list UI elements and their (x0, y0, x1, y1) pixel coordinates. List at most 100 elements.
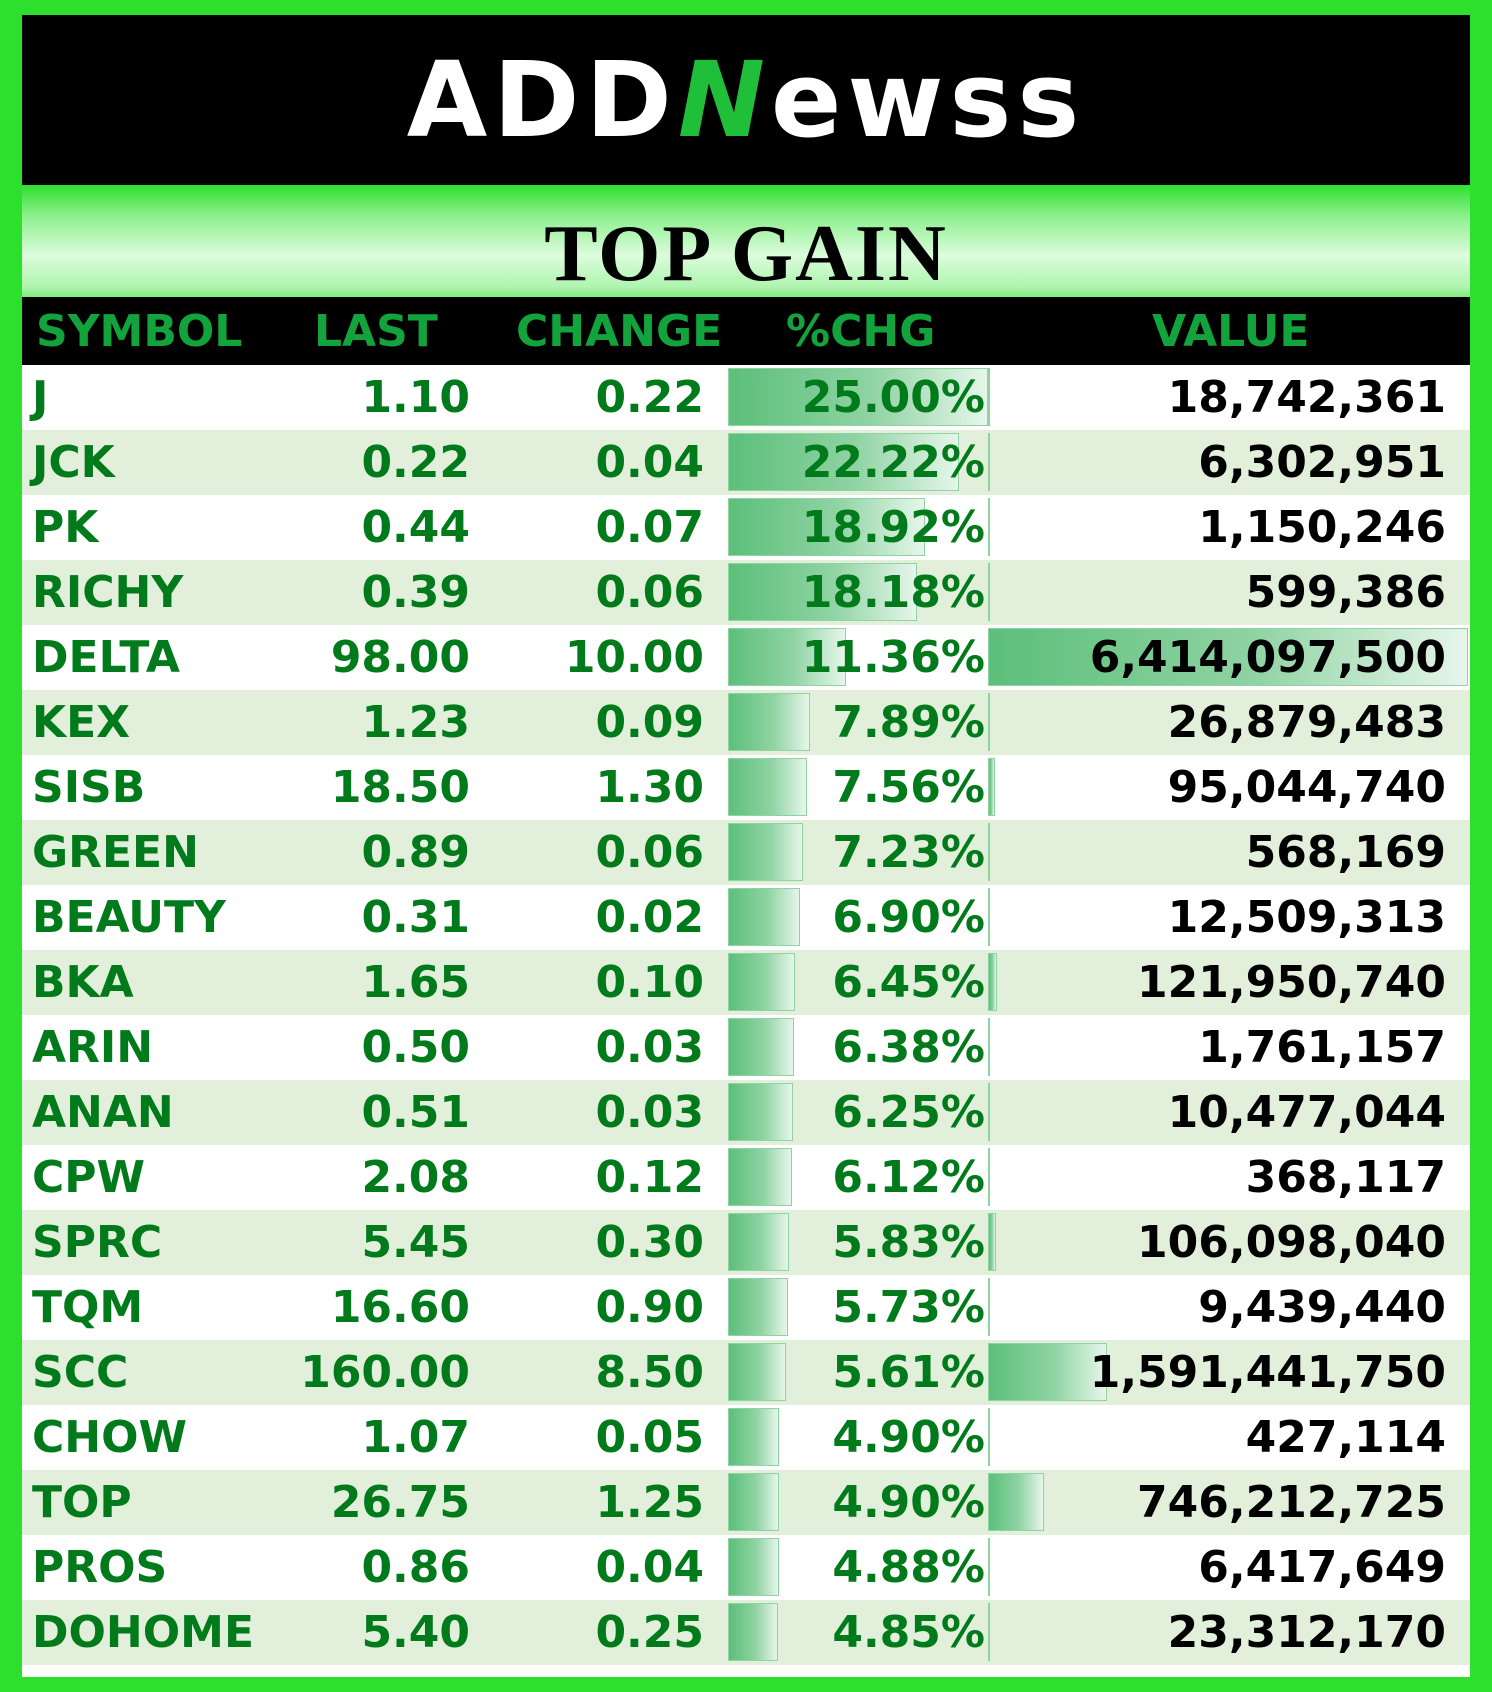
value-databar (988, 498, 990, 556)
pct-change-cell: 6.38% (832, 1022, 985, 1073)
column-header-symbol: SYMBOL (36, 306, 243, 357)
last-price-cell: 1.23 (361, 697, 470, 748)
pct-change-cell: 7.89% (832, 697, 985, 748)
change-cell: 10.00 (564, 632, 704, 683)
value-cell: 95,044,740 (1167, 762, 1446, 813)
pct-change-databar (728, 953, 796, 1011)
logo-bar: ADD N ewss (22, 15, 1470, 185)
pct-change-databar (728, 693, 811, 751)
last-price-cell: 18.50 (330, 762, 470, 813)
last-price-cell: 98.00 (330, 632, 470, 683)
pct-change-databar (728, 1148, 792, 1206)
last-price-cell: 0.50 (361, 1022, 470, 1073)
value-cell: 599,386 (1245, 567, 1446, 618)
table-row: TOP 26.75 1.25 4.90% 746,212,725 (22, 1470, 1470, 1535)
pct-change-cell: 18.92% (801, 502, 985, 553)
pct-change-cell: 4.90% (832, 1412, 985, 1463)
symbol-cell: CHOW (32, 1412, 188, 1463)
table-row: GREEN 0.89 0.06 7.23% 568,169 (22, 820, 1470, 885)
value-databar (988, 693, 990, 751)
pct-change-cell: 18.18% (801, 567, 985, 618)
change-cell: 0.04 (595, 437, 704, 488)
change-cell: 1.25 (595, 1477, 704, 1528)
pct-change-cell: 7.23% (832, 827, 985, 878)
change-cell: 0.12 (595, 1152, 704, 1203)
last-price-cell: 1.65 (361, 957, 470, 1008)
table-row: JCK 0.22 0.04 22.22% 6,302,951 (22, 430, 1470, 495)
pct-change-databar (728, 1473, 779, 1531)
value-databar (988, 953, 998, 1011)
table-row: DELTA 98.00 10.00 11.36% 6,414,097,500 (22, 625, 1470, 690)
symbol-cell: TQM (32, 1282, 144, 1333)
last-price-cell: 0.39 (361, 567, 470, 618)
table-body: J 1.10 0.22 25.00% 18,742,361 JCK 0.22 0.04 22.2… (22, 365, 1470, 1665)
pct-change-cell: 4.88% (832, 1542, 985, 1593)
change-cell: 0.05 (595, 1412, 704, 1463)
value-cell: 12,509,313 (1167, 892, 1446, 943)
value-cell: 427,114 (1245, 1412, 1446, 1463)
symbol-cell: DOHOME (32, 1607, 254, 1658)
pct-change-databar (728, 1278, 788, 1336)
last-price-cell: 0.44 (361, 502, 470, 553)
page-title: TOP GAIN (544, 209, 948, 298)
table-row: BEAUTY 0.31 0.02 6.90% 12,509,313 (22, 885, 1470, 950)
change-cell: 0.30 (595, 1217, 704, 1268)
symbol-cell: TOP (32, 1477, 132, 1528)
pct-change-cell: 4.85% (832, 1607, 985, 1658)
top-gain-card: ADD N ewss TOP GAIN SYMBOL LAST CHANGE %… (22, 15, 1470, 1677)
column-header-last: LAST (314, 306, 438, 357)
pct-change-databar (728, 1343, 787, 1401)
table-header: SYMBOL LAST CHANGE %CHG VALUE (22, 297, 1470, 365)
change-cell: 1.30 (595, 762, 704, 813)
symbol-cell: CPW (32, 1152, 146, 1203)
symbol-cell: PK (32, 502, 99, 553)
value-databar (988, 628, 1468, 686)
symbol-cell: ARIN (32, 1022, 154, 1073)
value-databar (988, 1148, 990, 1206)
pct-change-databar (728, 888, 800, 946)
pct-change-databar (728, 498, 925, 556)
value-databar (988, 1018, 990, 1076)
change-cell: 0.06 (595, 567, 704, 618)
value-databar (988, 1603, 990, 1661)
last-price-cell: 0.22 (361, 437, 470, 488)
pct-change-databar (728, 1083, 793, 1141)
value-databar (988, 1473, 1044, 1531)
value-cell: 1,761,157 (1198, 1022, 1446, 1073)
pct-change-cell: 5.61% (832, 1347, 985, 1398)
change-cell: 0.22 (595, 372, 704, 423)
pct-change-cell: 22.22% (801, 437, 985, 488)
value-databar (988, 823, 990, 881)
value-cell: 9,439,440 (1198, 1282, 1446, 1333)
symbol-cell: BEAUTY (32, 892, 226, 943)
value-cell: 26,879,483 (1167, 697, 1446, 748)
change-cell: 0.03 (595, 1087, 704, 1138)
symbol-cell: DELTA (32, 632, 180, 683)
change-cell: 8.50 (595, 1347, 704, 1398)
pct-change-databar (728, 1213, 789, 1271)
title-band: TOP GAIN (22, 185, 1470, 313)
change-cell: 0.03 (595, 1022, 704, 1073)
change-cell: 0.06 (595, 827, 704, 878)
table-row: BKA 1.65 0.10 6.45% 121,950,740 (22, 950, 1470, 1015)
value-databar (988, 1213, 996, 1271)
last-price-cell: 160.00 (300, 1347, 470, 1398)
pct-change-databar (728, 823, 804, 881)
symbol-cell: SISB (32, 762, 146, 813)
value-cell: 6,417,649 (1198, 1542, 1446, 1593)
pct-change-cell: 5.73% (832, 1282, 985, 1333)
table-row: PROS 0.86 0.04 4.88% 6,417,649 (22, 1535, 1470, 1600)
column-header-change: CHANGE (516, 306, 723, 357)
value-cell: 6,302,951 (1198, 437, 1446, 488)
pct-change-cell: 6.45% (832, 957, 985, 1008)
value-databar (988, 563, 990, 621)
value-cell: 746,212,725 (1137, 1477, 1446, 1528)
table-row: KEX 1.23 0.09 7.89% 26,879,483 (22, 690, 1470, 755)
symbol-cell: BKA (32, 957, 134, 1008)
symbol-cell: GREEN (32, 827, 199, 878)
value-databar (988, 758, 996, 816)
table-row: RICHY 0.39 0.06 18.18% 599,386 (22, 560, 1470, 625)
value-databar (988, 1408, 990, 1466)
value-cell: 18,742,361 (1167, 372, 1446, 423)
pct-change-databar (728, 1018, 795, 1076)
